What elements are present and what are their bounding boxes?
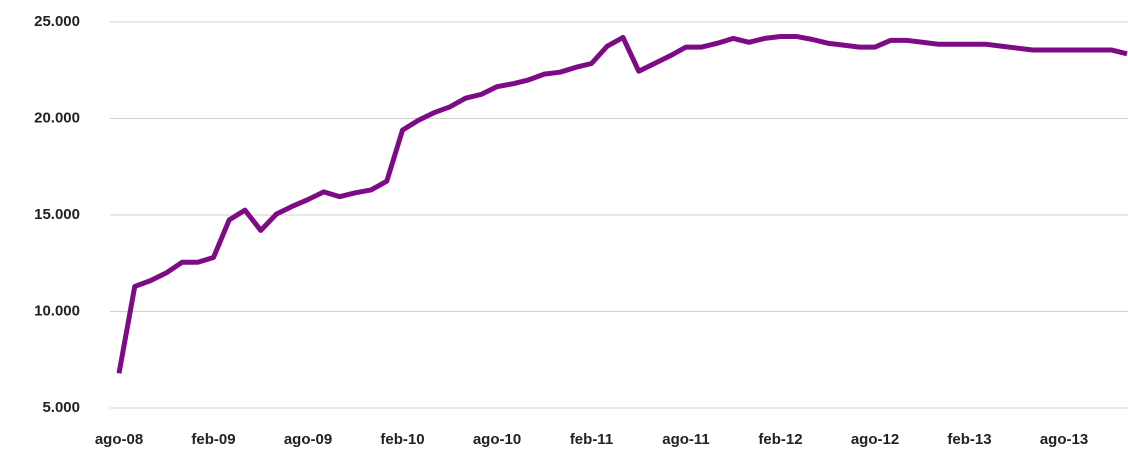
x-tick-label: feb-09 [191,431,235,448]
x-tick-label: feb-13 [947,431,991,448]
x-tick-label: ago-11 [662,431,710,448]
y-tick-label: 20.000 [34,109,80,126]
y-tick-label: 10.000 [34,302,80,319]
x-tick-label: feb-11 [570,431,613,448]
x-tick-label: ago-12 [851,431,899,448]
x-tick-label: ago-13 [1040,431,1088,448]
x-tick-label: feb-10 [380,431,424,448]
y-tick-label: 15.000 [34,206,80,223]
x-tick-label: ago-10 [473,431,521,448]
line-series [116,33,1128,374]
y-tick-label: 5.000 [42,399,80,416]
x-tick-label: ago-09 [284,431,332,448]
x-tick-label: feb-12 [758,431,802,448]
y-tick-label: 25.000 [34,13,80,30]
x-tick-label: ago-08 [95,431,143,448]
